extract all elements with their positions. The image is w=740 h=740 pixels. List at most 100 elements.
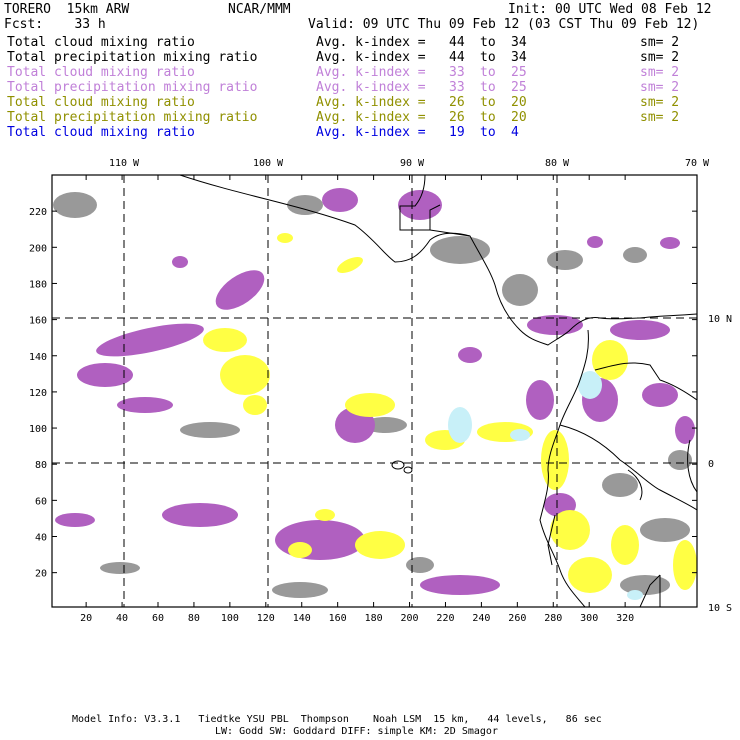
legend-from: 44 <box>449 50 465 65</box>
latitude-label: 10 S <box>708 603 732 614</box>
legend-to: 25 <box>511 65 527 80</box>
latitude-labels: 10 N 0 10 S <box>708 314 732 614</box>
shallow-cloud-areas <box>448 371 643 600</box>
model-info-line1: Model Info: V3.3.1 Tiedtke YSU PBL Thomp… <box>72 714 602 725</box>
high-cloud-areas <box>53 192 692 598</box>
legend-index-label: Avg. k-index = <box>316 50 426 65</box>
legend-to: 20 <box>511 95 527 110</box>
legend-row: Total precipitation mixing ratio Avg. k-i… <box>7 80 727 95</box>
legend-field: Total precipitation mixing ratio <box>7 50 258 65</box>
legend-sm: sm= 2 <box>640 65 680 80</box>
legend-to-word: to <box>480 110 496 125</box>
legend-sm: sm= 2 <box>640 50 680 65</box>
x-axis-ticks: 20 40 60 80 100 120 140 160 180 200 220 240 260 280 30… <box>80 175 634 624</box>
init-time: Init: 00 UTC Wed 08 Feb 12 <box>508 2 712 17</box>
legend-from: 33 <box>449 65 465 80</box>
legend-index-label: Avg. k-index = <box>316 80 426 95</box>
x-tick-label: 120 <box>257 613 275 624</box>
valid-time: Valid: 09 UTC Thu 09 Feb 12 (03 CST Thu … <box>308 17 700 32</box>
legend-from: 26 <box>449 95 465 110</box>
y-tick-label: 20 <box>35 569 47 580</box>
longitude-label: 110 W <box>109 158 140 169</box>
legend-to-word: to <box>480 125 496 140</box>
longitude-label: 90 W <box>400 158 425 169</box>
legend-from: 33 <box>449 80 465 95</box>
x-tick-label: 60 <box>152 613 164 624</box>
legend-row: Total precipitation mixing ratio Avg. k-i… <box>7 110 727 125</box>
legend-sm: sm= 2 <box>640 35 680 50</box>
legend-field: Total cloud mixing ratio <box>7 125 195 140</box>
legend-to-word: to <box>480 35 496 50</box>
legend-field: Total cloud mixing ratio <box>7 65 195 80</box>
legend-row: Total cloud mixing ratio Avg. k-index = 19… <box>7 125 727 140</box>
longitude-label: 70 W <box>685 158 710 169</box>
mid-cloud-areas <box>55 188 695 595</box>
legend-to-word: to <box>480 95 496 110</box>
legend-row: Total cloud mixing ratio Avg. k-index = 33… <box>7 65 727 80</box>
legend-from: 44 <box>449 35 465 50</box>
legend-to-word: to <box>480 65 496 80</box>
x-tick-label: 220 <box>436 613 454 624</box>
legend-row: Total precipitation mixing ratio Avg. k-i… <box>7 50 727 65</box>
y-tick-label: 220 <box>29 207 47 218</box>
legend-row: Total cloud mixing ratio Avg. k-index = 26… <box>7 95 727 110</box>
organization-label: NCAR/MMM <box>228 2 291 17</box>
legend-to-word: to <box>480 50 496 65</box>
model-info-line2: LW: Godd SW: Goddard DIFF: simple KM: 2D… <box>215 726 498 737</box>
legend-sm: sm= 2 <box>640 80 680 95</box>
legend-field: Total cloud mixing ratio <box>7 95 195 110</box>
x-tick-label: 40 <box>116 613 128 624</box>
x-tick-label: 200 <box>401 613 419 624</box>
y-axis-ticks: 20 40 60 80 100 120 140 160 180 200 220 <box>29 207 697 580</box>
y-tick-label: 140 <box>29 352 47 363</box>
x-tick-label: 80 <box>188 613 200 624</box>
legend-field: Total precipitation mixing ratio <box>7 110 258 125</box>
legend-index-label: Avg. k-index = <box>316 65 426 80</box>
longitude-labels: 110 W 100 W 90 W 80 W 70 W <box>109 158 710 169</box>
map-frame <box>51 174 698 608</box>
x-tick-label: 260 <box>508 613 526 624</box>
x-tick-label: 100 <box>221 613 239 624</box>
longitude-label: 100 W <box>253 158 284 169</box>
cloud-field <box>53 188 697 600</box>
legend-field: Total cloud mixing ratio <box>7 35 195 50</box>
legend-index-label: Avg. k-index = <box>316 95 426 110</box>
x-tick-label: 240 <box>472 613 490 624</box>
legend-to: 34 <box>511 35 527 50</box>
latitude-label: 0 <box>708 459 714 470</box>
y-tick-label: 180 <box>29 279 47 290</box>
legend-from: 19 <box>449 125 465 140</box>
model-title: TORERO 15km ARW <box>4 2 130 17</box>
x-tick-label: 300 <box>580 613 598 624</box>
legend-to: 4 <box>511 125 519 140</box>
y-tick-label: 100 <box>29 424 47 435</box>
low-cloud-areas <box>203 233 697 593</box>
legend-field: Total precipitation mixing ratio <box>7 80 258 95</box>
legend-sm: sm= 2 <box>640 110 680 125</box>
y-tick-label: 40 <box>35 533 47 544</box>
legend-index-label: Avg. k-index = <box>316 125 426 140</box>
x-tick-label: 140 <box>293 613 311 624</box>
legend-to: 25 <box>511 80 527 95</box>
legend-to: 20 <box>511 110 527 125</box>
legend-sm: sm= 2 <box>640 95 680 110</box>
y-tick-label: 120 <box>29 388 47 399</box>
y-tick-label: 60 <box>35 496 47 507</box>
graticule <box>52 175 697 607</box>
legend-row: Total cloud mixing ratio Avg. k-index = 44… <box>7 35 727 50</box>
legend-index-label: Avg. k-index = <box>316 110 426 125</box>
x-tick-label: 320 <box>616 613 634 624</box>
legend-index-label: Avg. k-index = <box>316 35 426 50</box>
legend-to: 34 <box>511 50 527 65</box>
x-tick-label: 280 <box>544 613 562 624</box>
legend-to-word: to <box>480 80 496 95</box>
x-tick-label: 180 <box>365 613 383 624</box>
legend-from: 26 <box>449 110 465 125</box>
x-tick-label: 160 <box>329 613 347 624</box>
longitude-label: 80 W <box>545 158 570 169</box>
x-tick-label: 20 <box>80 613 92 624</box>
y-tick-label: 200 <box>29 243 47 254</box>
forecast-hour: Fcst: 33 h <box>4 17 106 32</box>
y-tick-label: 160 <box>29 316 47 327</box>
